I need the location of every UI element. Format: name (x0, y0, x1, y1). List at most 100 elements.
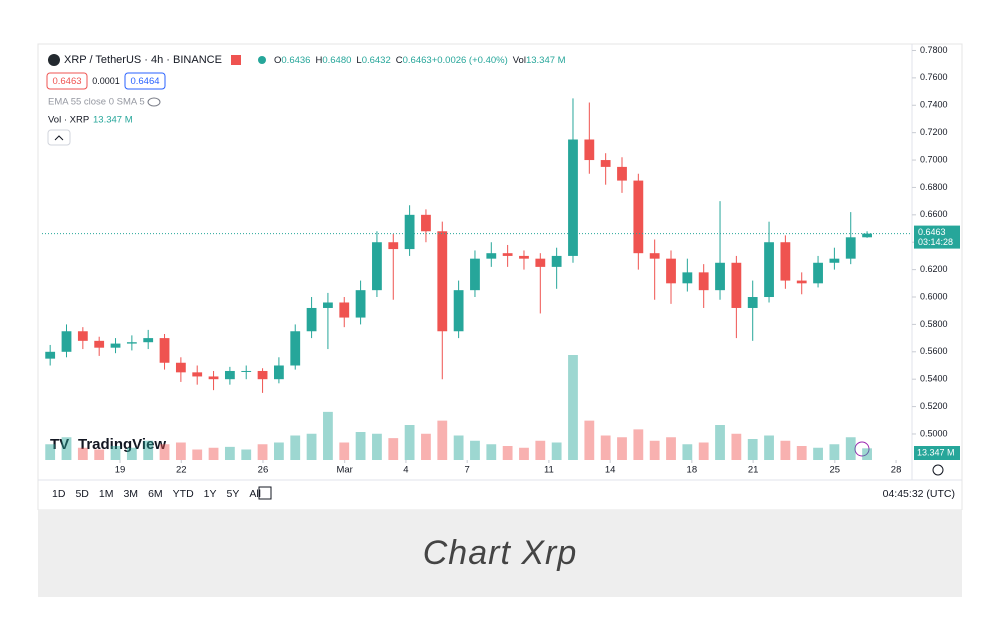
candle-body (61, 331, 72, 352)
volume-bar (306, 433, 317, 460)
volume-bar (453, 435, 464, 460)
volume-bar (682, 444, 693, 460)
vol-indicator: Vol · XRP (48, 115, 89, 126)
alert-icon[interactable] (854, 441, 870, 457)
volume-bar (257, 444, 268, 460)
timeframe-button[interactable]: 5Y (227, 488, 240, 500)
x-tick-label: Mar (336, 465, 352, 476)
volume-bar (829, 444, 840, 460)
x-tick-label: 21 (748, 465, 759, 476)
volume-bar (290, 435, 301, 460)
volume-bar (698, 442, 709, 460)
volume-bar (126, 447, 137, 460)
volume-bar (764, 435, 774, 460)
ohlc-legend: O0.6436 H0.6480 L0.6432 C0.6463+0.0026 (+0.… (274, 55, 566, 66)
timeframe-button[interactable]: 6M (148, 488, 163, 500)
candle-body (339, 302, 350, 318)
volume-bar (224, 446, 235, 460)
candle-body (780, 242, 791, 281)
volume-bar (339, 442, 350, 460)
sell-button[interactable] (46, 72, 88, 90)
y-tick-label: 0.6200 (920, 264, 948, 274)
candle-body (372, 242, 382, 291)
brand: TradingView (78, 436, 166, 453)
timeframes: 1D 5D 1M 3M 6M YTD 1Y 5Y All (52, 488, 261, 500)
collapse-button[interactable] (47, 129, 71, 146)
candle-body (208, 376, 219, 380)
volume-bar (486, 444, 497, 460)
volume-bar (437, 420, 448, 460)
countdown: 03:14:28 (918, 237, 953, 247)
y-tick-label: 0.6800 (920, 182, 948, 192)
candle-body (600, 160, 611, 167)
y-tick-label: 0.6000 (920, 291, 948, 301)
candle-body (126, 342, 137, 344)
volume-bar (649, 440, 660, 460)
x-tick-label: 25 (830, 465, 841, 476)
timeframe-button[interactable]: YTD (173, 488, 194, 500)
y-tick-label: 0.5200 (920, 401, 948, 411)
timeframe-button[interactable]: 3M (123, 488, 138, 500)
volume-bar (61, 437, 72, 460)
x-tick-label: 22 (176, 465, 187, 476)
x-tick-label: 14 (605, 465, 616, 476)
volume-bar (143, 440, 154, 460)
timeframe-button[interactable]: 1Y (204, 488, 217, 500)
candle-body (437, 231, 448, 332)
candle-body (584, 139, 595, 161)
x-tick-label: 28 (891, 465, 902, 476)
volume-bar (355, 432, 366, 460)
candle-body (257, 370, 268, 380)
volume-bar (241, 449, 252, 460)
volume-bar (551, 442, 562, 460)
timeframe-button[interactable]: 5D (75, 488, 89, 500)
volume-bar (110, 446, 121, 460)
visibility-icon[interactable] (147, 97, 161, 107)
x-tick-label: 18 (687, 465, 698, 476)
volume-bar (813, 447, 823, 460)
spread: 0.0001 (92, 76, 120, 86)
candle-body (290, 331, 301, 366)
volume-label: 13.347 M (917, 447, 955, 457)
settings-icon[interactable] (932, 464, 944, 476)
symbol-icon (48, 54, 60, 66)
volume-bar (796, 446, 807, 460)
timeframe-button[interactable]: All (249, 488, 261, 500)
candle-body (159, 338, 170, 363)
volume-bar (388, 438, 399, 460)
volume-bar (747, 439, 758, 460)
last-price-box (914, 225, 960, 249)
y-tick-label: 0.7400 (920, 100, 948, 110)
volume-bar (568, 355, 578, 460)
date-range-icon[interactable] (258, 486, 272, 500)
vol-indicator-value: 13.347 M (93, 115, 133, 126)
candle-body (731, 262, 742, 308)
candle-body (306, 307, 317, 332)
candle-body (77, 331, 88, 341)
candle-body (224, 370, 235, 380)
y-tick-label: 0.5000 (920, 428, 948, 438)
candle-body (143, 338, 154, 343)
volume-bar (323, 411, 333, 460)
y-tick-label: 0.7800 (920, 45, 948, 55)
x-tick-label: 11 (544, 465, 554, 476)
candle-body (94, 340, 105, 348)
volume-bar (372, 433, 382, 460)
timeframe-button[interactable]: 1M (99, 488, 114, 500)
candle-body (486, 253, 497, 259)
x-tick-label: 4 (403, 465, 408, 476)
candle-body (666, 258, 676, 284)
candle-body (241, 370, 252, 372)
buy-button[interactable] (124, 72, 166, 90)
volume-bar (175, 442, 186, 460)
exchange-flag (231, 55, 241, 65)
legend-key: H (315, 55, 322, 66)
chart: XRP / TetherUS · 4h · BINANCE O0.6436 H0.… (37, 43, 963, 510)
volume-bar (502, 446, 513, 460)
candle-body (698, 272, 709, 291)
timeframe-button[interactable]: 1D (52, 488, 66, 500)
volume-bar (617, 437, 627, 460)
volume-bar (470, 440, 480, 460)
legend-value: 0.6480 (322, 55, 351, 66)
y-tick-label: 0.5800 (920, 319, 948, 329)
